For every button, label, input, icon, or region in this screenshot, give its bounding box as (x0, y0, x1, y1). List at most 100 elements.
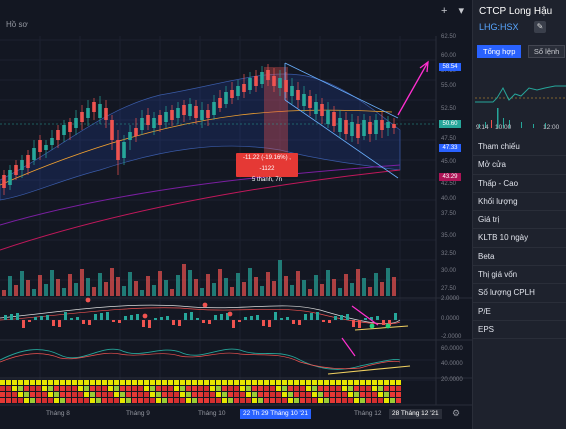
heatmap-cell (204, 386, 209, 391)
macd-histogram-bar (394, 313, 397, 320)
settings-gear-icon[interactable]: ⚙ (452, 408, 461, 418)
stock-stats-list: Tham chiếu Mở cửa Thấp - Cao Khối lượng Giá … (473, 138, 566, 340)
price-tick-label: 55.00 (441, 83, 457, 89)
time-label-dec: Tháng 12 (354, 410, 382, 417)
candle-body (194, 106, 198, 118)
price-tick-label: 47.50 (441, 136, 457, 142)
heatmap-cell (390, 380, 395, 385)
heatmap-cell (54, 386, 59, 391)
candle-body (320, 104, 324, 116)
heatmap-cell (126, 392, 131, 397)
heatmap-cell (144, 392, 149, 397)
macd-histogram-bar (4, 315, 7, 320)
heatmap-cell (96, 398, 101, 403)
macd-histogram-bar (166, 316, 169, 320)
candle-body (296, 90, 300, 100)
candle-body (50, 138, 54, 145)
heatmap-cell (12, 398, 17, 403)
heatmap-cell (246, 398, 251, 403)
add-icon[interactable]: + (440, 5, 448, 17)
candle-body (98, 104, 102, 118)
heatmap-cell (24, 386, 29, 391)
stat-row: P/E (473, 303, 566, 321)
heatmap-cell (24, 392, 29, 397)
time-range-selection[interactable]: 22 Th 29 Tháng 10 '21 (240, 409, 311, 419)
heatmap-cell (318, 398, 323, 403)
volume-bar (320, 284, 324, 296)
heatmap-cell (174, 386, 179, 391)
heatmap-cell (258, 398, 263, 403)
chevron-down-icon[interactable]: ▾ (458, 5, 464, 17)
macd-histogram-bar (202, 320, 205, 323)
heatmap-cell (72, 392, 77, 397)
heatmap-cell (390, 386, 395, 391)
heatmap-cell (114, 380, 119, 385)
heatmap-cell (300, 386, 305, 391)
measure-line-1: -11.22 (-19.16%) , -1122 (243, 155, 291, 172)
ticker-symbol[interactable]: LHG:HSX (479, 22, 519, 32)
volume-bar (242, 282, 246, 296)
heatmap-cell (294, 398, 299, 403)
macd-histogram-bar (160, 317, 163, 320)
heatmap-cell (102, 398, 107, 403)
heatmap-cell (282, 386, 287, 391)
heatmap-cell (0, 386, 5, 391)
heatmap-cell (54, 380, 59, 385)
price-chart[interactable] (0, 0, 472, 429)
volume-bar (140, 290, 144, 296)
candle-body (32, 148, 36, 160)
tab-orderbook[interactable]: Sổ lệnh (527, 45, 566, 58)
macd-histogram-bar (232, 320, 235, 328)
price-tick-label: 60.00 (441, 53, 457, 59)
heatmap-cell (6, 386, 11, 391)
annotation-arrowhead (419, 60, 429, 73)
heatmap-cell (102, 392, 107, 397)
candle-body (368, 122, 372, 134)
candle-body (218, 98, 222, 108)
volume-bar (20, 271, 24, 296)
heatmap-cell (84, 392, 89, 397)
macd-histogram-bar (286, 317, 289, 320)
heatmap-cell (366, 392, 371, 397)
heatmap-cell (348, 392, 353, 397)
stat-row: Số lượng CPLH (473, 284, 566, 303)
macd-histogram-bar (388, 320, 391, 326)
heatmap-cell (378, 392, 383, 397)
stat-row: KLTB 10 ngày (473, 229, 566, 248)
heatmap-cell (54, 392, 59, 397)
stat-row: Thị giá vốn (473, 266, 566, 285)
trend-channel-upper (284, 62, 399, 119)
profile-menu[interactable]: Hồ sơ (6, 20, 28, 29)
heatmap-cell (6, 398, 11, 403)
volume-bar (50, 270, 54, 296)
heatmap-cell (192, 392, 197, 397)
price-tick-label: 57.50 (441, 68, 457, 74)
candle-body (212, 102, 216, 115)
stoch-d-line (0, 352, 401, 370)
chart-area[interactable]: Hồ sơ + ▾ -11.22 (-19.16%) , -1122 5 tha… (0, 0, 472, 429)
macd-signal-line (0, 307, 401, 325)
macd-histogram-bar (370, 317, 373, 320)
heatmap-cell (192, 398, 197, 403)
volume-bar (26, 280, 30, 296)
heatmap-cell (360, 398, 365, 403)
heatmap-cell (396, 398, 401, 403)
candle-body (140, 118, 144, 130)
edit-pencil-icon[interactable]: ✎ (534, 21, 546, 33)
mini-time-0: 9:14 (476, 124, 489, 131)
heatmap-cell (60, 386, 65, 391)
stat-row: Beta (473, 248, 566, 267)
tab-overview[interactable]: Tổng hợp (477, 45, 522, 58)
volume-bar (176, 275, 180, 296)
volume-bar (110, 268, 114, 296)
heatmap-cell (0, 392, 5, 397)
heatmap-cell (114, 398, 119, 403)
heatmap-cell (294, 386, 299, 391)
heatmap-cell (78, 380, 83, 385)
heatmap-cell (78, 386, 83, 391)
heatmap-cell (138, 386, 143, 391)
volume-bar (68, 274, 72, 296)
volume-bar (230, 287, 234, 296)
volume-bar (134, 281, 138, 296)
volume-bar (2, 290, 6, 296)
